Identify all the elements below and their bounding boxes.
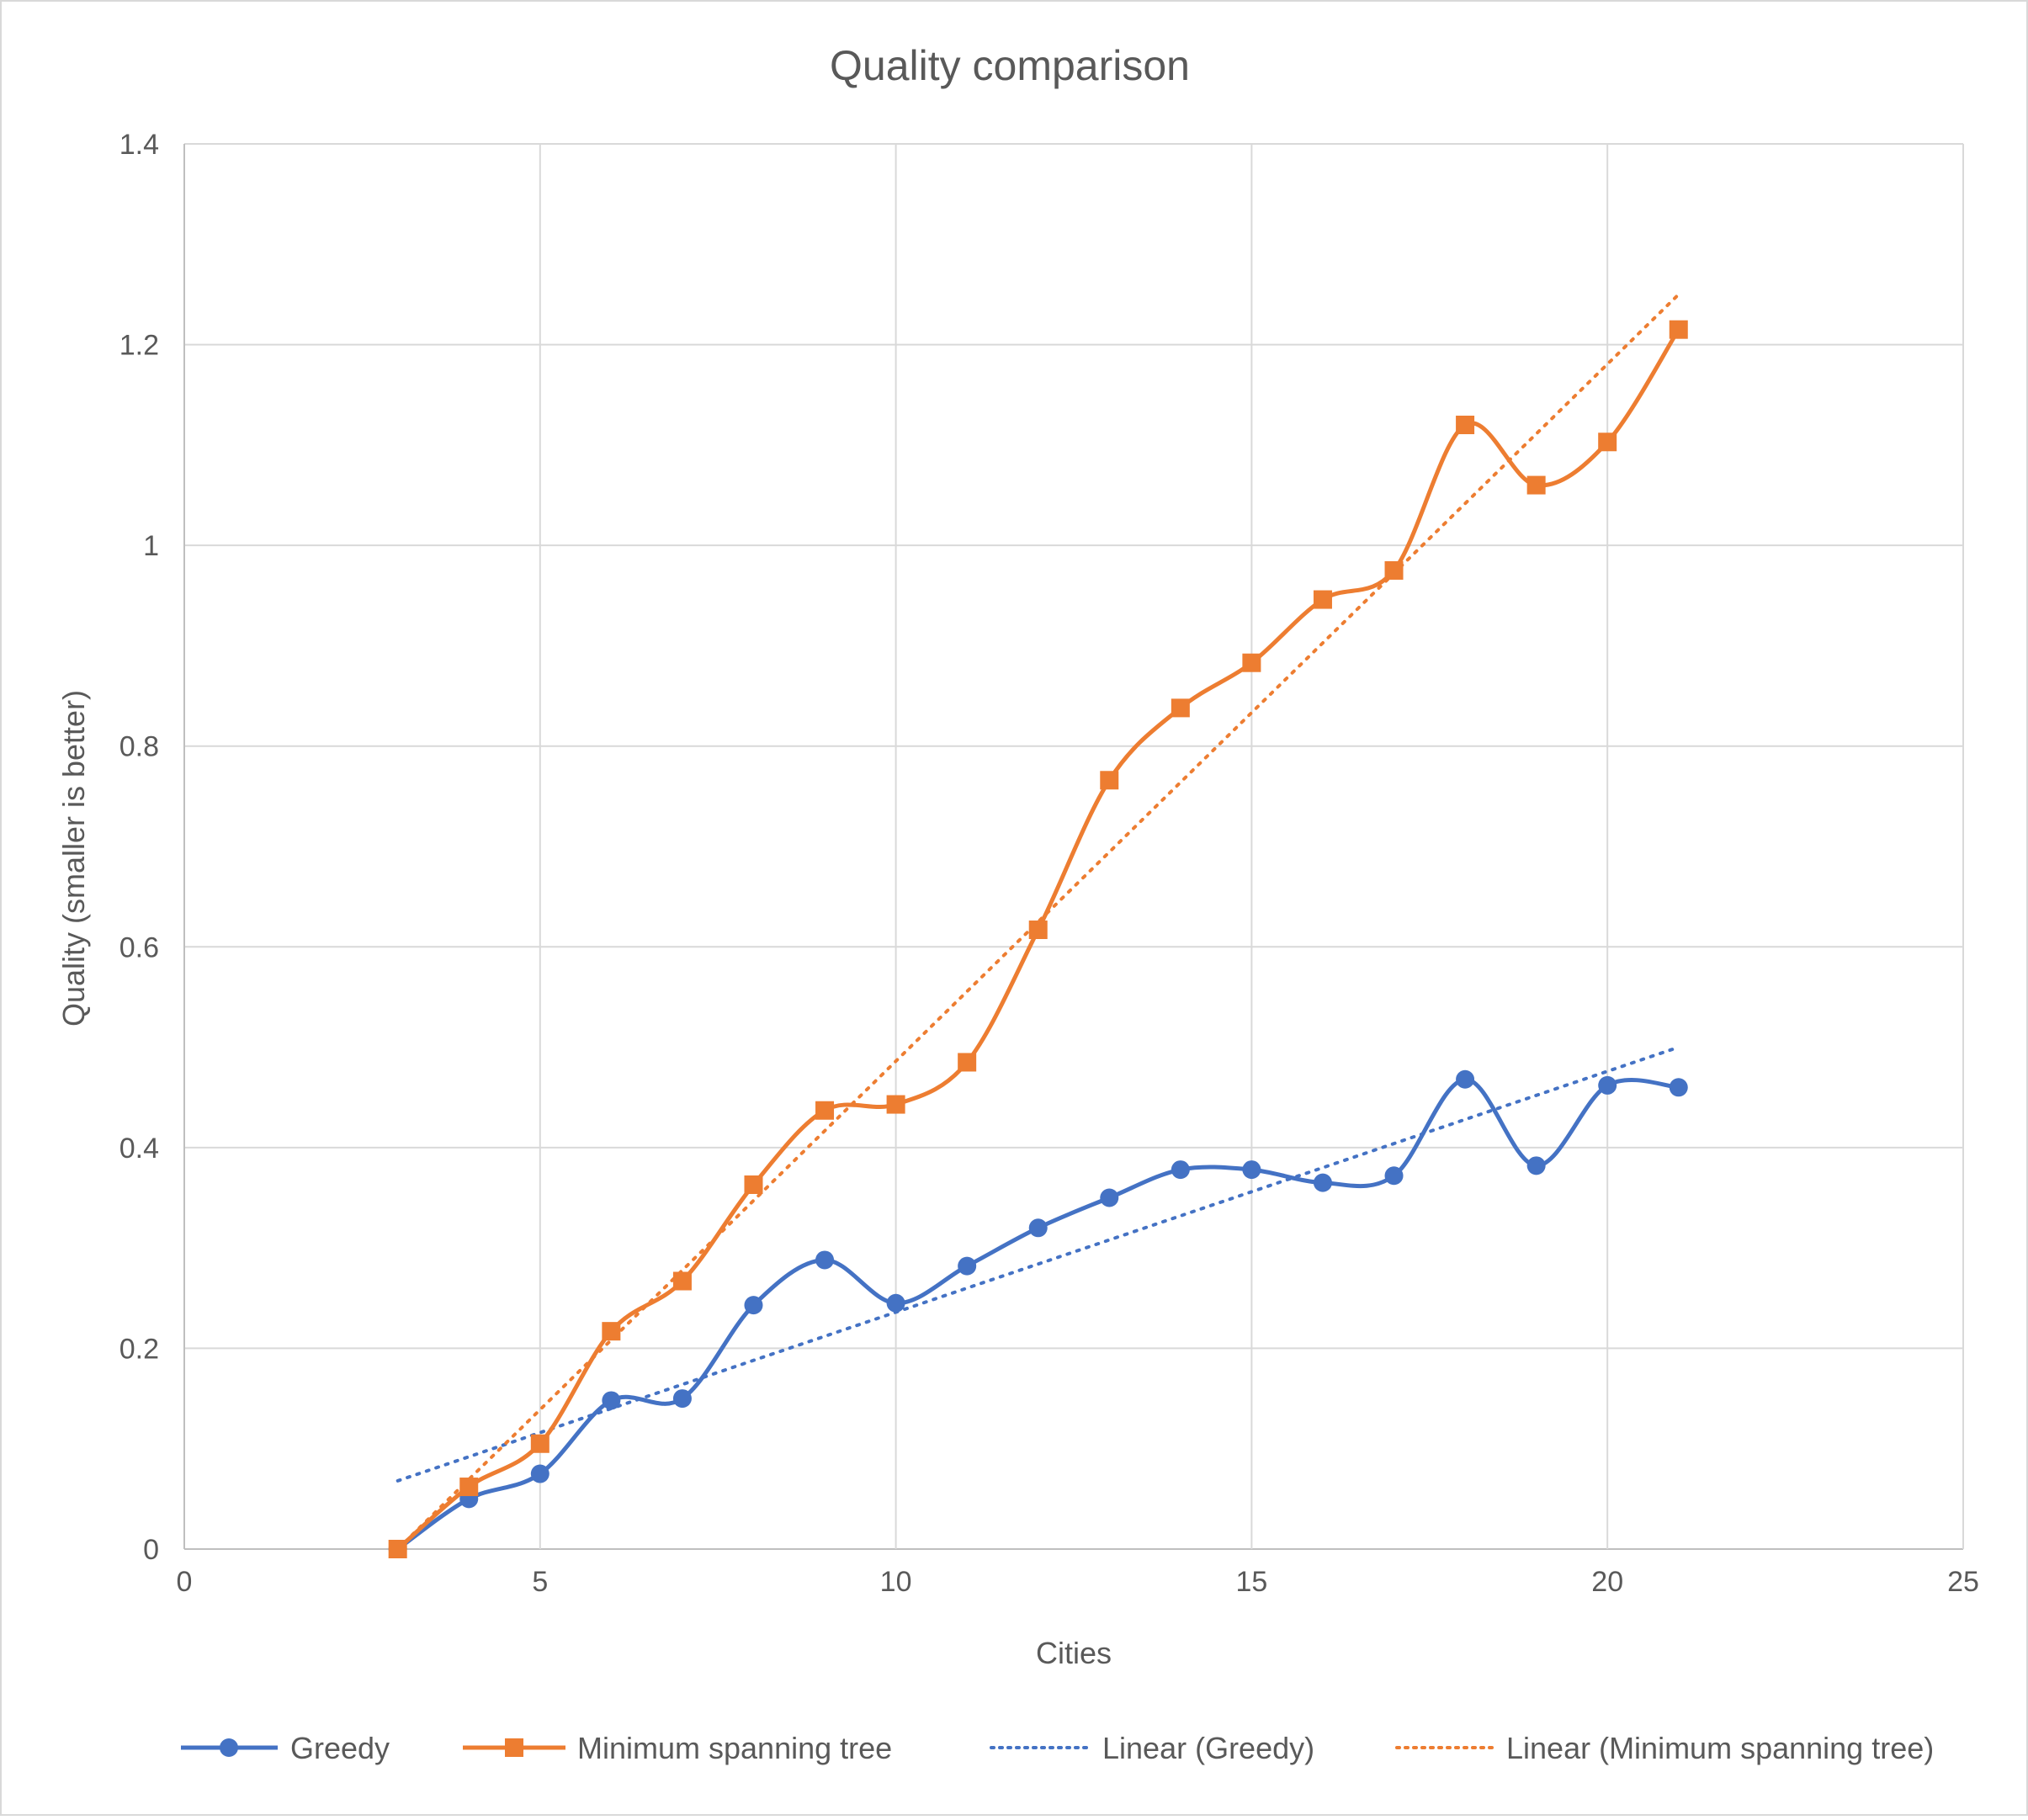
data-point-mst <box>388 1540 407 1558</box>
data-point-greedy <box>1526 1156 1546 1175</box>
data-point-greedy <box>1100 1188 1119 1207</box>
x-tick-label: 10 <box>880 1566 912 1598</box>
data-point-mst <box>672 1271 692 1291</box>
data-point-greedy <box>1028 1218 1048 1238</box>
x-tick-label: 20 <box>1591 1566 1623 1598</box>
data-point-mst <box>1028 921 1048 940</box>
data-point-mst <box>1100 771 1119 790</box>
data-point-greedy <box>1456 1069 1475 1089</box>
tick-labels: 0 0.2 0.4 0.6 0.8 1 1.2 1.4 0 5 10 15 20 25 <box>119 129 1979 1598</box>
data-point-mst <box>1456 416 1475 434</box>
y-tick-label: 0.4 <box>119 1133 159 1165</box>
series-markers <box>388 320 1688 1558</box>
y-tick-label: 1.2 <box>119 330 159 362</box>
data-point-mst <box>958 1053 977 1072</box>
gridlines <box>183 143 1964 1550</box>
y-tick-label: 0 <box>143 1534 159 1566</box>
data-point-greedy <box>1242 1160 1261 1180</box>
data-point-mst <box>1313 590 1332 609</box>
legend-item-greedy: Greedy <box>181 1731 390 1765</box>
data-point-mst <box>886 1095 905 1114</box>
legend-label-greedy: Greedy <box>290 1731 390 1765</box>
data-point-greedy <box>958 1256 977 1276</box>
data-point-greedy <box>1598 1075 1617 1095</box>
data-point-mst <box>1384 560 1404 580</box>
data-point-greedy <box>530 1464 549 1483</box>
x-tick-label: 25 <box>1947 1566 1979 1598</box>
data-point-mst <box>1526 475 1546 495</box>
x-tick-label: 5 <box>532 1566 548 1598</box>
data-point-greedy <box>1171 1160 1190 1180</box>
legend-label-linear-greedy: Linear (Greedy) <box>1102 1731 1314 1765</box>
y-tick-label: 1.4 <box>119 129 159 161</box>
legend-item-linear-mst: Linear (Minimum spanning tree) <box>1395 1731 1934 1765</box>
y-axis-label: Quality (smaller is better) <box>56 690 91 1027</box>
legend-item-mst: Minimum spanning tree <box>463 1731 892 1765</box>
data-point-greedy <box>672 1389 692 1409</box>
y-tick-label: 0.2 <box>119 1333 159 1365</box>
legend-label-linear-mst: Linear (Minimum spanning tree) <box>1506 1731 1934 1765</box>
legend-marker-mst <box>505 1738 523 1757</box>
data-point-greedy <box>815 1250 835 1270</box>
legend-marker-greedy <box>220 1738 238 1757</box>
x-tick-label: 15 <box>1235 1566 1267 1598</box>
data-point-mst <box>1242 653 1261 672</box>
data-point-greedy <box>1313 1173 1332 1192</box>
data-point-greedy <box>602 1391 621 1410</box>
data-point-greedy <box>886 1293 905 1313</box>
data-point-mst <box>530 1434 549 1453</box>
x-tick-label: 0 <box>177 1566 193 1598</box>
y-tick-label: 0.6 <box>119 931 159 963</box>
data-point-mst <box>1669 320 1688 339</box>
chart-title: Quality comparison <box>830 42 1190 89</box>
legend-label-mst: Minimum spanning tree <box>577 1731 892 1765</box>
x-axis-label: Cities <box>1036 1636 1112 1670</box>
trendline-3 <box>396 292 1680 1551</box>
data-point-mst <box>1171 698 1190 718</box>
data-point-mst <box>1598 432 1617 452</box>
data-point-mst <box>459 1478 479 1497</box>
y-tick-label: 0.8 <box>119 731 159 763</box>
legend: Greedy Minimum spanning tree Linear (Gre… <box>181 1731 1934 1765</box>
y-tick-label: 1 <box>143 530 159 562</box>
data-point-greedy <box>1669 1078 1688 1097</box>
data-point-mst <box>602 1322 621 1341</box>
data-point-greedy <box>744 1296 763 1315</box>
data-point-greedy <box>1384 1166 1404 1186</box>
legend-item-linear-greedy: Linear (Greedy) <box>990 1731 1314 1765</box>
data-point-mst <box>744 1175 763 1194</box>
data-point-mst <box>815 1101 835 1120</box>
